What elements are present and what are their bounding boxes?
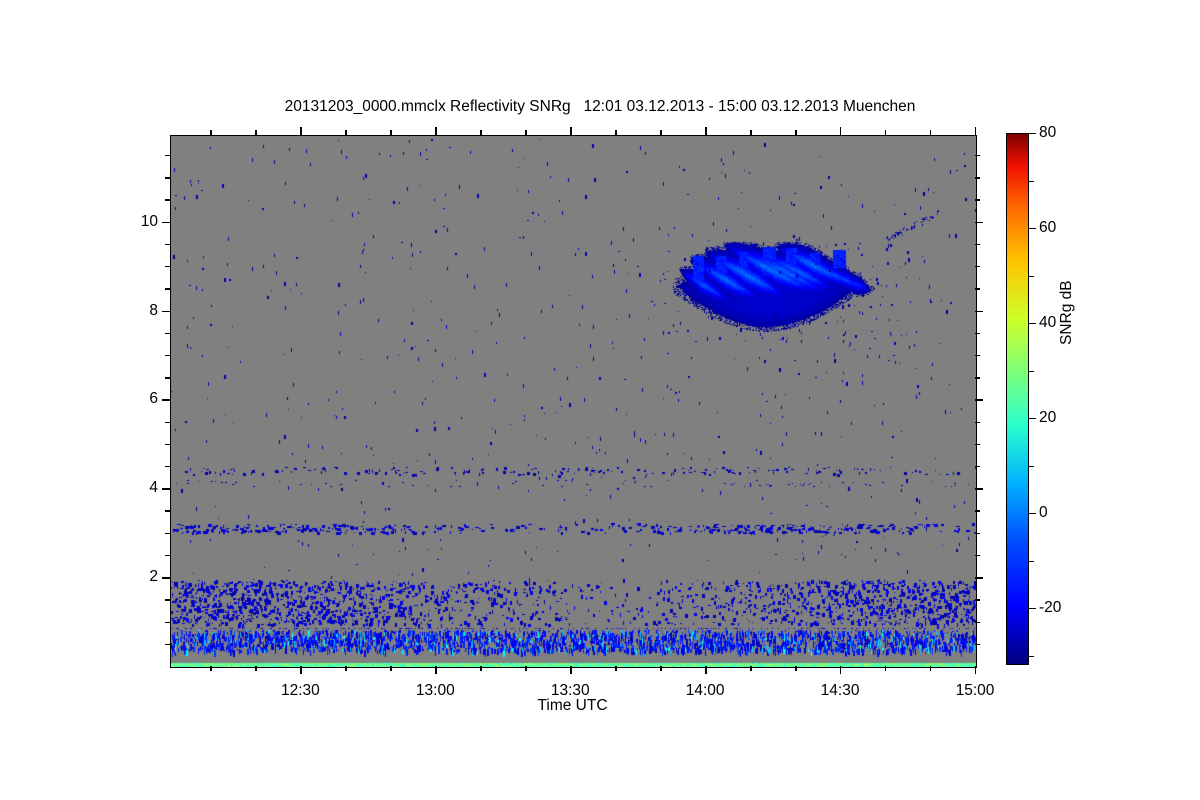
colorbar-tick-label: 60 <box>1039 219 1057 236</box>
colorbar-tick-minor <box>1029 275 1034 277</box>
colorbar-tick-minor <box>1029 465 1034 467</box>
colorbar-tick-label: 0 <box>1039 504 1048 521</box>
y-tick-major <box>162 310 170 312</box>
radar-time-height-plot[interactable] <box>170 135 977 668</box>
colorbar-gradient <box>1006 133 1029 665</box>
colorbar-tick-minor <box>1029 180 1034 182</box>
x-tick-major-top <box>435 127 437 135</box>
page-title: 20131203_0000.mmclx Reflectivity SNRg 12… <box>284 98 916 115</box>
colorbar[interactable]: 80 60 40 20 0 -20 <box>1006 124 1061 665</box>
y-tick-major <box>162 399 170 401</box>
colorbar-tick-minor <box>1029 370 1034 372</box>
x-tick-major-top <box>840 127 842 135</box>
x-tick-major-top <box>975 127 977 135</box>
colorbar-tick-major <box>1029 228 1036 230</box>
y-tick-major <box>162 488 170 490</box>
colorbar-tick-major <box>1029 608 1036 610</box>
colorbar-tick-major <box>1029 323 1036 325</box>
colorbar-tick-minor <box>1029 655 1034 657</box>
colorbar-tick-major <box>1029 418 1036 420</box>
colorbar-title: SNRg dB <box>1058 280 1075 345</box>
y-tick-major <box>162 221 170 224</box>
colorbar-tick-label: 80 <box>1039 124 1057 141</box>
x-axis-title: Time UTC <box>537 697 608 714</box>
x-tick-major-top <box>705 127 707 135</box>
y-tick-label: 2 <box>149 568 158 586</box>
colorbar-tick-major <box>1029 133 1036 135</box>
colorbar-tick-major <box>1029 513 1036 515</box>
colorbar-tick-minor <box>1029 560 1034 562</box>
x-tick-major-top <box>570 127 572 135</box>
y-tick-label: 8 <box>149 301 158 319</box>
y-tick-label: 4 <box>149 479 158 497</box>
reflectivity-heatmap-canvas <box>171 136 976 667</box>
colorbar-tick-label: -20 <box>1039 599 1062 616</box>
y-tick-label: 6 <box>149 390 158 408</box>
y-tick-major <box>162 577 170 579</box>
y-tick-label: 10 <box>140 212 158 230</box>
colorbar-tick-label: 20 <box>1039 409 1057 426</box>
x-tick-major-top <box>300 127 302 135</box>
colorbar-tick-label: 40 <box>1039 314 1057 331</box>
